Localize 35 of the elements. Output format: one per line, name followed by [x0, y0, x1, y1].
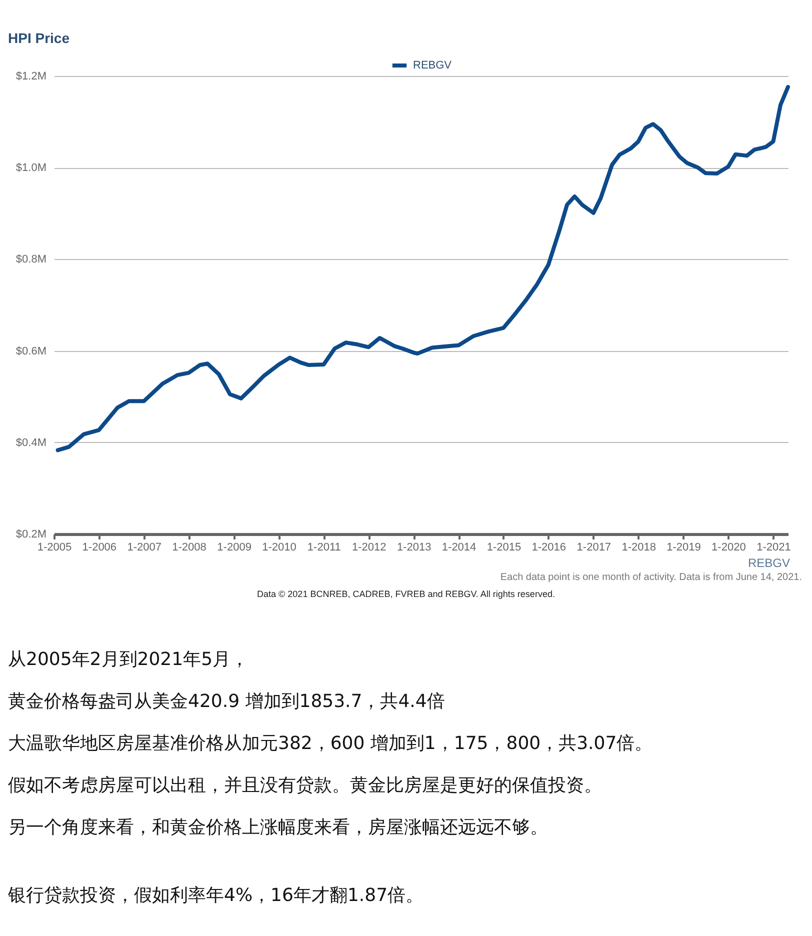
x-tick-label: 1-2012 — [352, 542, 386, 554]
x-tick-label: 1-2008 — [172, 542, 206, 554]
legend-label: REBGV — [413, 60, 452, 72]
x-tick-label: 1-2006 — [82, 542, 117, 554]
text: 另一个角度来看，和黄金价格上涨幅度来看，房屋涨幅还远远不够。 — [8, 816, 549, 840]
text: 黄金价格每盎司从美金420.9 增加到1853.7，共4.4倍 — [8, 690, 446, 714]
y-tick-label: $0.6M — [16, 345, 46, 358]
x-tick-label: 1-2020 — [712, 542, 746, 554]
y-tick-label: $0.2M — [16, 528, 46, 540]
text: 银行贷款投资，假如利率年4%，16年才翻1.87倍。 — [8, 884, 425, 908]
y-tick-label: $0.8M — [16, 254, 46, 266]
text: Data © 2021 BCNREB, CADREB, FVREB and REBGV. All rights reserved. — [256, 589, 556, 599]
line-series — [56, 84, 790, 452]
x-tick-label: 1-2017 — [576, 542, 612, 554]
text: 大温歌华地区房屋基准价格从加元382，600 增加到1，175，800，共3.07倍。 — [8, 732, 654, 756]
text: REBGV — [746, 556, 790, 570]
text: 假如不考虑房屋可以出租，并且没有贷款。黄金比房屋是更好的保值投资。 — [8, 774, 603, 798]
x-tick-label: 1-2007 — [127, 542, 162, 554]
x-tick-label: 1-2018 — [622, 542, 656, 554]
x-tick-label: 1-2011 — [307, 542, 341, 554]
x-tick-label: 1-2005 — [37, 542, 72, 554]
x-tick-label: 1-2015 — [486, 542, 522, 554]
text: 从2005年2月到2021年5月， — [8, 648, 250, 672]
x-tick-label: 1-2014 — [442, 542, 476, 554]
y-tick-label: $1.0M — [16, 162, 46, 174]
y-tick-label: $0.4M — [16, 436, 46, 449]
text: Each data point is one month of activity. Data is from June 14, 2021. — [499, 572, 802, 583]
y-tick-label: $1.2M — [16, 70, 46, 82]
x-tick-label: 1-2016 — [532, 542, 566, 554]
x-tick-label: 1-2013 — [396, 542, 432, 554]
x-tick-label: 1-2009 — [217, 542, 252, 554]
x-tick-label: 1-2010 — [262, 542, 296, 554]
x-tick-label: 1-2021 — [756, 542, 791, 554]
x-tick-label: 1-2019 — [666, 542, 701, 554]
chart-title: HPI Price — [8, 30, 70, 46]
